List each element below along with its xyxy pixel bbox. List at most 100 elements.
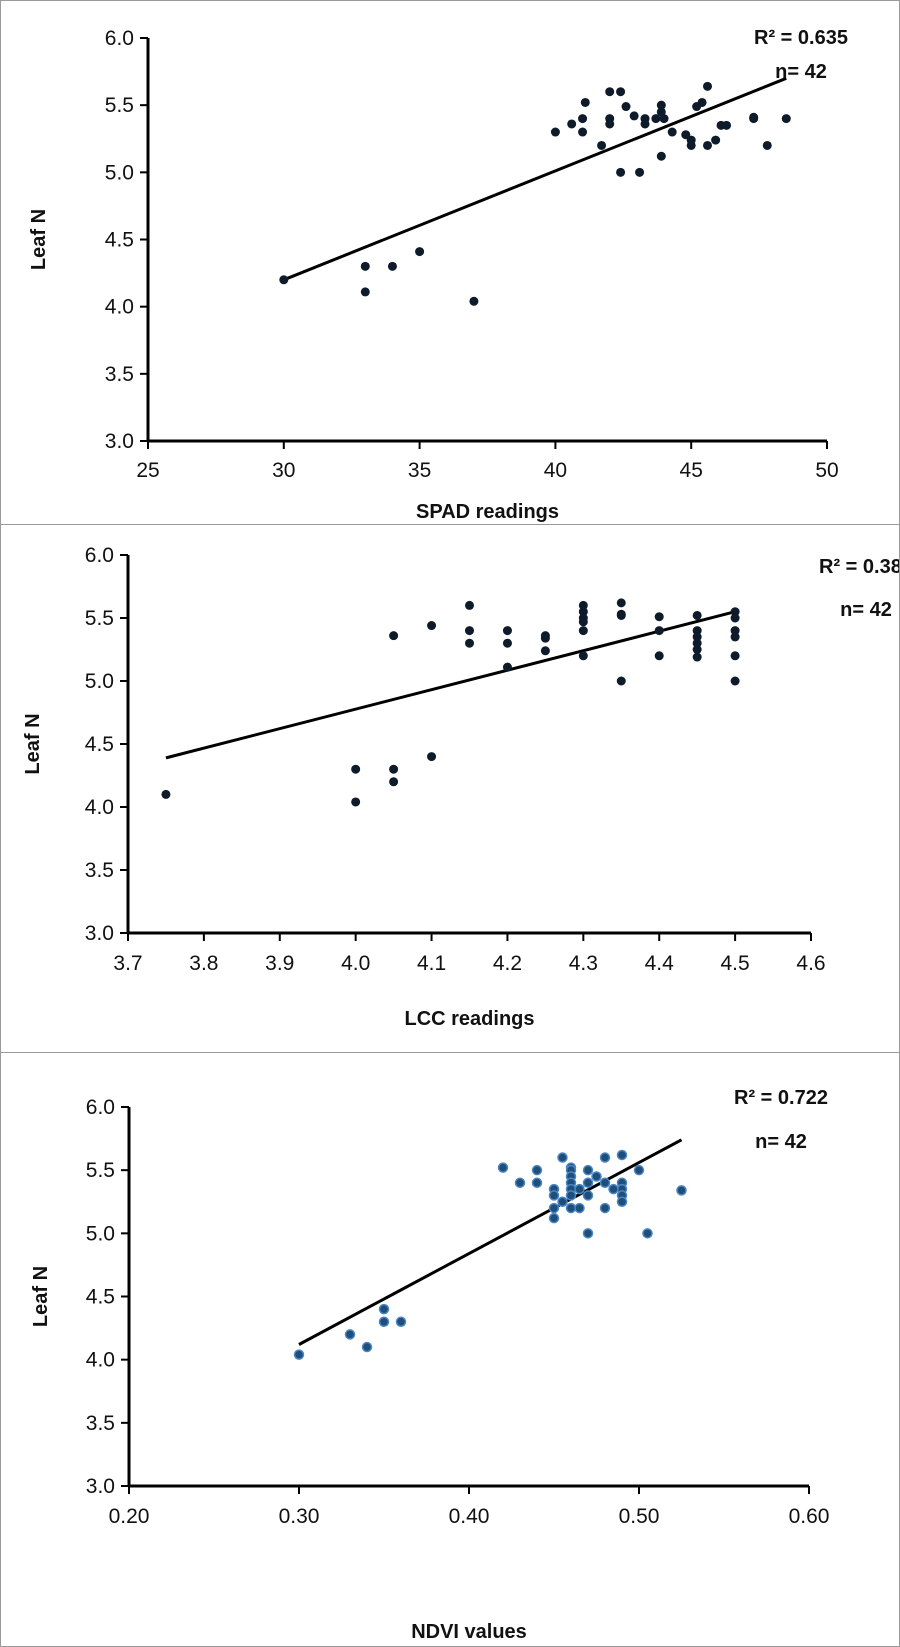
data-point <box>279 275 289 285</box>
data-point <box>692 652 702 662</box>
data-point <box>591 1171 602 1182</box>
data-point <box>567 119 577 129</box>
x-tick-label: 30 <box>272 459 295 482</box>
x-tick-label: 25 <box>136 459 159 482</box>
data-point <box>621 102 631 112</box>
data-point <box>654 612 664 622</box>
x-tick-label: 4.6 <box>796 952 825 975</box>
data-point <box>469 296 479 306</box>
y-tick-label: 3.0 <box>105 430 134 453</box>
trendline <box>283 76 787 282</box>
sample-size-label: n= 42 <box>840 599 892 621</box>
x-tick-label: 45 <box>680 459 703 482</box>
data-point <box>389 631 399 641</box>
data-point <box>351 797 361 807</box>
x-tick-label: 0.30 <box>279 1505 320 1528</box>
data-point <box>711 135 721 145</box>
y-tick-label: 4.5 <box>86 1286 115 1309</box>
sample-size-label: n= 42 <box>775 61 827 83</box>
y-tick-label: 6.0 <box>85 544 114 567</box>
y-tick-label: 3.5 <box>85 859 114 882</box>
data-point <box>565 1190 577 1201</box>
data-point <box>605 119 615 129</box>
y-tick-label: 3.5 <box>105 363 134 386</box>
data-point <box>351 764 361 774</box>
y-tick-label: 4.0 <box>85 796 114 819</box>
data-point <box>702 140 712 150</box>
data-point <box>582 1190 594 1201</box>
x-tick-label: 0.50 <box>619 1505 660 1528</box>
data-point <box>667 127 677 137</box>
data-point <box>730 613 740 623</box>
x-tick-label: 4.3 <box>569 952 598 975</box>
data-point <box>597 140 607 150</box>
x-tick-label: 3.9 <box>265 952 294 975</box>
data-point <box>692 632 702 642</box>
y-tick-label: 3.5 <box>86 1412 115 1435</box>
data-point <box>415 247 425 257</box>
y-tick-label: 4.5 <box>85 733 114 756</box>
y-tick-label: 3.0 <box>85 922 114 945</box>
data-point <box>642 1228 653 1239</box>
data-point <box>605 87 615 97</box>
x-tick-label: 3.7 <box>113 952 142 975</box>
data-point <box>502 626 512 636</box>
trendline <box>165 610 736 760</box>
data-point <box>697 97 707 107</box>
data-point <box>608 1183 619 1195</box>
data-point <box>681 130 691 140</box>
data-point <box>540 633 550 643</box>
y-tick-label: 3.0 <box>86 1475 115 1498</box>
scatter-chart-lcc: 3.0 3.5 4.0 4.5 5.0 5.5 6.0 3.7 3.8 3.9 4.0 4.1 4.2 4… <box>22 544 899 1030</box>
scatter-chart-spad: 3.0 3.5 4.0 4.5 5.0 5.5 6.0 25 30 35 40 45 50 SPAD re… <box>28 27 848 523</box>
data-point <box>654 626 664 636</box>
data-point <box>616 167 626 177</box>
data-point <box>360 261 370 271</box>
trendline <box>298 1138 683 1346</box>
data-point <box>582 1164 594 1176</box>
data-point <box>762 140 772 150</box>
x-tick-label: 50 <box>815 459 838 482</box>
y-tick-label: 5.0 <box>85 670 114 693</box>
data-point <box>582 1228 594 1239</box>
data-point <box>730 632 740 642</box>
data-point <box>633 1164 645 1176</box>
data-point <box>361 1341 373 1353</box>
y-axis-label: Leaf N <box>30 1266 52 1327</box>
data-point <box>465 626 474 636</box>
data-point <box>730 626 740 636</box>
data-point <box>692 638 702 648</box>
r-squared-label: R² = 0.722 <box>734 1087 828 1109</box>
x-axis-label: SPAD readings <box>416 501 559 523</box>
x-tick-label: 35 <box>408 459 431 482</box>
data-point <box>578 114 588 124</box>
data-point <box>692 645 702 654</box>
y-tick-label: 4.0 <box>105 296 134 319</box>
data-point <box>293 1349 305 1360</box>
scatter-chart-ndvi: 3.0 3.5 4.0 4.5 5.0 5.5 6.0 0.20 0.30 0.40 0.50 0.6… <box>30 1087 829 1643</box>
data-point <box>730 607 740 617</box>
data-point <box>465 638 474 648</box>
data-point <box>378 1303 390 1315</box>
y-tick-label: 5.5 <box>85 607 114 630</box>
data-point <box>557 1152 568 1163</box>
data-point <box>502 638 512 648</box>
sample-size-label: n= 42 <box>755 1131 807 1153</box>
data-point <box>582 1177 594 1189</box>
data-point <box>616 1149 628 1161</box>
y-tick-label: 6.0 <box>105 27 134 50</box>
y-tick-label: 6.0 <box>86 1096 115 1119</box>
data-point <box>395 1316 407 1328</box>
data-point <box>692 626 702 636</box>
data-point <box>599 1152 611 1163</box>
data-point <box>616 87 626 97</box>
data-point <box>548 1202 560 1214</box>
data-point <box>531 1177 543 1189</box>
chart-panel-ndvi: 3.0 3.5 4.0 4.5 5.0 5.5 6.0 0.20 0.30 0.40 0.50 0.6… <box>0 1052 900 1647</box>
data-point <box>514 1177 526 1189</box>
data-point <box>565 1202 577 1214</box>
data-point <box>692 610 702 620</box>
x-tick-label: 4.0 <box>341 952 370 975</box>
data-point <box>578 607 588 617</box>
data-point <box>540 646 550 656</box>
